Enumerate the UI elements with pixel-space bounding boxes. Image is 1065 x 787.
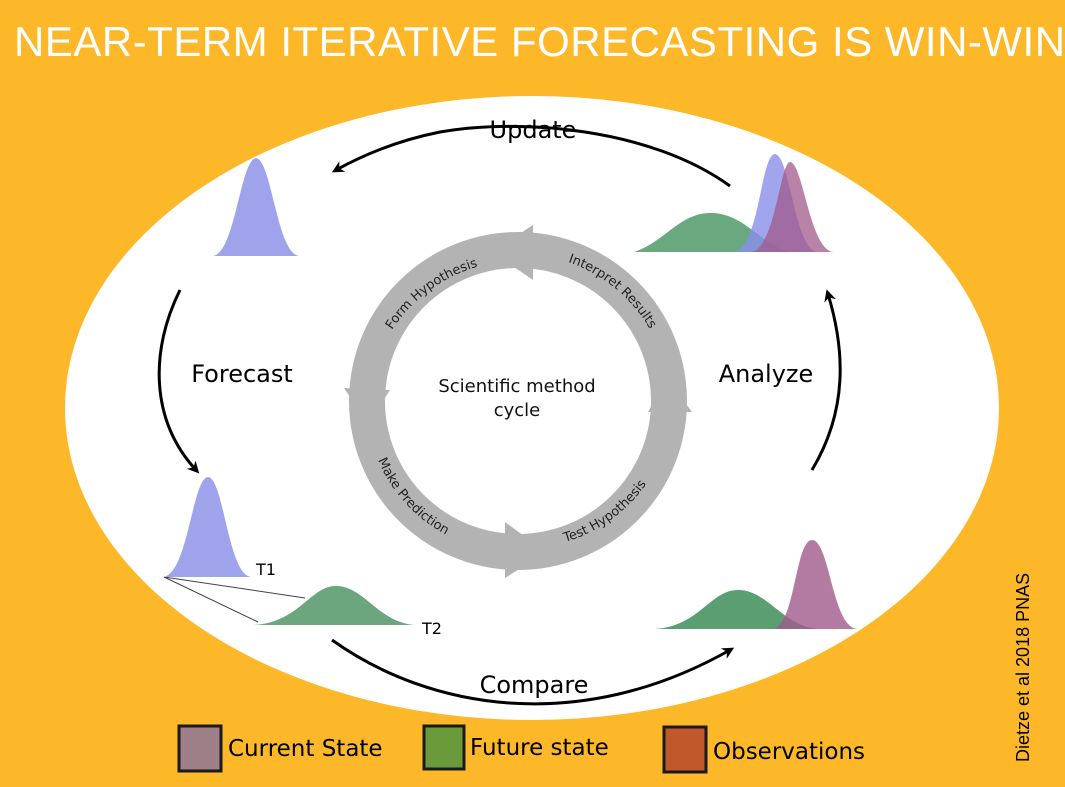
compare-arrow-icon	[331, 638, 735, 706]
compare-distributions	[655, 540, 858, 629]
future-distribution-t2	[254, 586, 414, 625]
analysis-distributions	[634, 154, 834, 252]
future-distribution-compare	[655, 590, 818, 629]
legend-swatch-future-state	[422, 724, 466, 771]
ring-arrow-left-icon	[344, 388, 390, 424]
ring-arrow-right-icon	[648, 378, 692, 412]
legend-label-current-state: Current State	[228, 736, 383, 762]
source-credit: Dietze et al 2018 PNAS	[1013, 573, 1033, 762]
forecast-distribution-t1	[162, 477, 252, 577]
update-arrow-icon	[331, 124, 731, 188]
analyze-arrow-icon	[810, 289, 842, 471]
time-label-t2: T2	[421, 619, 442, 638]
ring-arrow-top-icon	[492, 225, 533, 280]
forecast-distribution-top	[212, 158, 300, 256]
stage-label-compare: Compare	[480, 671, 589, 699]
time-label-t1: T1	[255, 560, 276, 579]
stage-label-forecast: Forecast	[191, 360, 293, 388]
stage-label-update: Update	[490, 116, 577, 144]
center-label-line2: cycle	[494, 400, 541, 421]
legend-swatch-observations	[662, 725, 708, 774]
stage-label-analyze: Analyze	[719, 360, 814, 388]
observation-distribution-analyze	[750, 162, 834, 252]
observation-distribution-compare	[772, 540, 858, 629]
ring-arrow-bottom-icon	[505, 522, 546, 578]
legend: Current State Future state Observations	[177, 724, 865, 774]
legend-label-observations: Observations	[713, 739, 865, 765]
page-title: NEAR-TERM ITERATIVE FORECASTING IS WIN-W…	[14, 18, 1065, 65]
legend-swatch-current-state	[177, 724, 223, 773]
forecast-t1-t2	[162, 477, 414, 625]
legend-label-future-state: Future state	[470, 735, 609, 761]
center-label-line1: Scientific method	[438, 376, 595, 397]
forecast-arrow-icon	[157, 289, 200, 474]
